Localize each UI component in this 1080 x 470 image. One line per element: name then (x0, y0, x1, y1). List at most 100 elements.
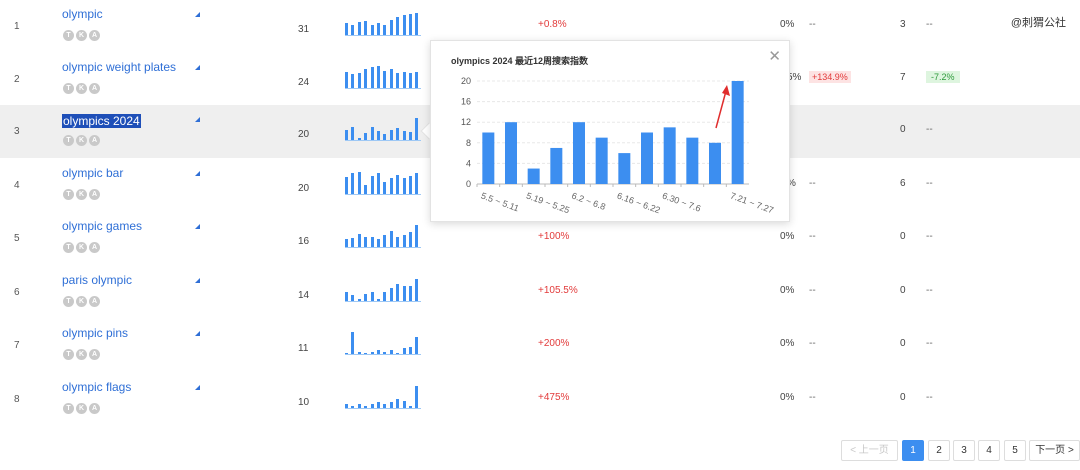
badge-t-icon[interactable]: T (63, 30, 74, 41)
badge-a-icon[interactable]: A (89, 135, 100, 146)
badge-t-icon[interactable]: T (63, 349, 74, 360)
x-tick-label: 5.5 ~ 5.11 (480, 190, 521, 213)
page-button-5[interactable]: 5 (1004, 440, 1026, 461)
badge-t-icon[interactable]: T (63, 296, 74, 307)
badge-k-icon[interactable]: K (76, 135, 87, 146)
spark-baseline (345, 408, 421, 409)
share-change: -- (809, 178, 816, 189)
page-button-4[interactable]: 4 (978, 440, 1000, 461)
search-volume: 24 (298, 77, 310, 88)
trend-sparkline[interactable] (345, 12, 421, 36)
spark-bar (389, 350, 393, 355)
expand-triangle-icon[interactable] (195, 385, 200, 390)
close-icon[interactable]: ✕ (768, 48, 781, 65)
badge-a-icon[interactable]: A (89, 403, 100, 414)
trend-sparkline[interactable] (345, 171, 421, 195)
spark-bar (345, 404, 348, 409)
spark-bar (364, 293, 368, 302)
expand-triangle-icon[interactable] (195, 65, 200, 70)
count-value: 0 (900, 338, 906, 349)
keyword-link[interactable]: olympic pins (62, 326, 129, 340)
trend-sparkline[interactable] (345, 278, 421, 302)
spark-bar (351, 332, 355, 355)
spark-bar (383, 134, 387, 141)
trend-chart: 0 4 8 12 16 20 5.5 ~ 5.11 5.19 ~ 5.25 6.2 ~ 6.8 6… (461, 76, 775, 215)
chart-bar (527, 168, 540, 184)
keyword-link[interactable]: paris olympic (62, 273, 133, 287)
table-row: 2 olympic weight plates T K A 24 5% +134.9% 7 -7.… (0, 53, 1080, 106)
spark-bar (377, 402, 380, 409)
page-button-1[interactable]: 1 (902, 440, 924, 461)
badge-t-icon[interactable]: T (63, 83, 74, 94)
y-tick-label: 12 (461, 117, 471, 127)
keyword-link[interactable]: olympic (62, 7, 103, 21)
spark-bar (389, 178, 393, 195)
expand-triangle-icon[interactable] (195, 224, 200, 229)
keyword-link[interactable]: olympic bar (62, 166, 124, 180)
count-change: -- (926, 285, 933, 296)
keyword-link[interactable]: olympic flags (62, 380, 132, 394)
change-tag: -7.2% (926, 71, 960, 83)
trend-sparkline[interactable] (345, 331, 421, 355)
watermark: @刺猬公社 (1010, 17, 1066, 29)
spark-bar (396, 17, 400, 36)
badge-a-icon[interactable]: A (89, 83, 100, 94)
search-volume: 11 (298, 343, 309, 354)
prev-page-button[interactable]: < 上一页 (841, 440, 898, 461)
expand-triangle-icon[interactable] (195, 171, 200, 176)
badge-k-icon[interactable]: K (76, 30, 87, 41)
spark-bar (383, 182, 387, 195)
spark-bar (383, 351, 387, 355)
keyword-link[interactable]: olympic weight plates (62, 60, 177, 74)
badge-k-icon[interactable]: K (76, 296, 87, 307)
spark-bar (383, 70, 387, 89)
growth-rate: +200% (538, 338, 570, 349)
badge-a-icon[interactable]: A (89, 189, 100, 200)
expand-triangle-icon[interactable] (195, 12, 200, 17)
y-tick-label: 0 (466, 179, 471, 189)
spark-bar (402, 178, 406, 195)
row-index: 5 (14, 233, 20, 244)
share-value: 0% (780, 19, 795, 30)
expand-triangle-icon[interactable] (195, 331, 200, 336)
keyword-link[interactable]: olympics 2024 (62, 114, 141, 128)
keyword-link[interactable]: olympic games (62, 219, 143, 233)
badge-k-icon[interactable]: K (76, 242, 87, 253)
spark-bar (389, 69, 393, 89)
trend-sparkline[interactable] (345, 224, 421, 248)
growth-tag: +134.9% (809, 71, 851, 83)
spark-bar (396, 72, 400, 89)
spark-bar (364, 405, 368, 409)
spark-bar (389, 230, 393, 248)
badge-k-icon[interactable]: K (76, 83, 87, 94)
trend-sparkline[interactable] (345, 65, 421, 89)
page-button-3[interactable]: 3 (953, 440, 975, 461)
page-button-2[interactable]: 2 (928, 440, 950, 461)
badge-k-icon[interactable]: K (76, 403, 87, 414)
badge-k-icon[interactable]: K (76, 189, 87, 200)
badge-a-icon[interactable]: A (89, 30, 100, 41)
badge-a-icon[interactable]: A (89, 296, 100, 307)
spark-bar (357, 137, 361, 141)
badge-t-icon[interactable]: T (63, 403, 74, 414)
spark-bar (409, 231, 412, 248)
spark-bar (377, 130, 380, 141)
expand-triangle-icon[interactable] (195, 117, 200, 122)
badge-k-icon[interactable]: K (76, 349, 87, 360)
trend-sparkline[interactable] (345, 117, 421, 141)
y-tick-label: 16 (461, 97, 471, 107)
badge-t-icon[interactable]: T (63, 189, 74, 200)
next-page-button[interactable]: 下一页 > (1029, 440, 1080, 461)
spark-bar (357, 404, 361, 409)
spark-bar (345, 23, 348, 36)
spark-bar (415, 336, 419, 355)
badge-a-icon[interactable]: A (89, 242, 100, 253)
expand-triangle-icon[interactable] (195, 278, 200, 283)
trend-sparkline[interactable] (345, 385, 421, 409)
badge-a-icon[interactable]: A (89, 349, 100, 360)
badge-t-icon[interactable]: T (63, 242, 74, 253)
badge-t-icon[interactable]: T (63, 135, 74, 146)
